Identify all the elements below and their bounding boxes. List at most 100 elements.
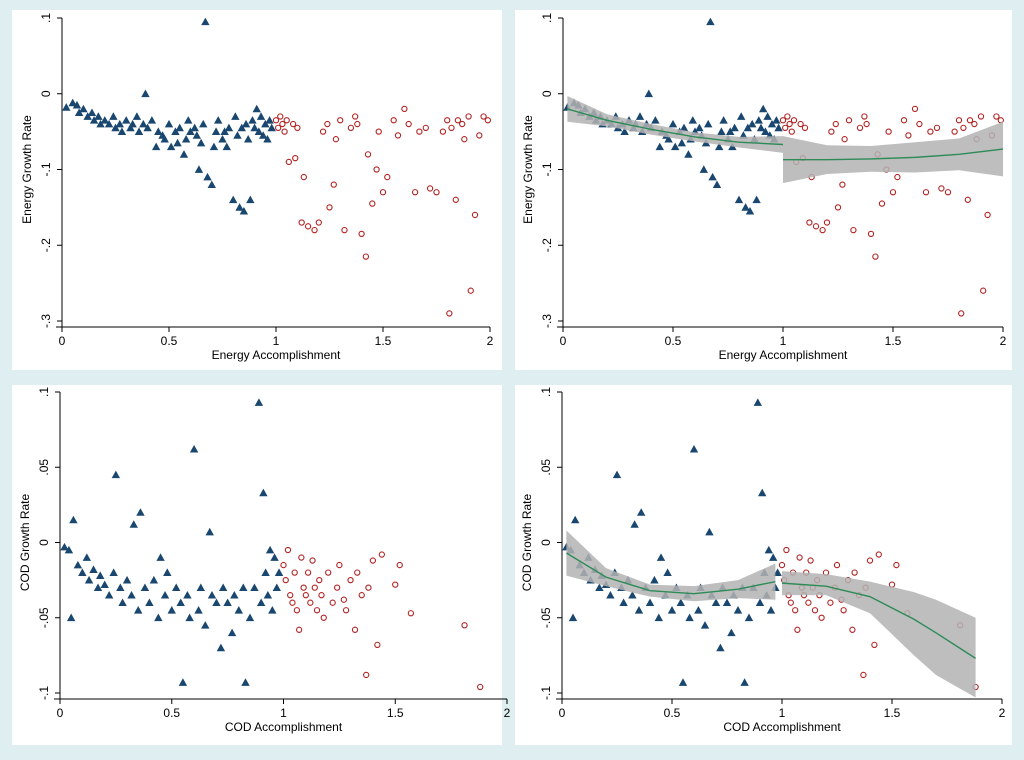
data-point-circle: [354, 569, 361, 576]
data-point-triangle: [139, 119, 148, 128]
data-point-circle: [411, 189, 419, 196]
data-point-triangle: [656, 553, 666, 561]
data-point-circle: [872, 253, 879, 260]
data-point-triangle: [745, 206, 755, 215]
data-point-triangle: [171, 127, 180, 135]
data-point-circle: [805, 599, 812, 606]
data-point-circle: [330, 181, 337, 188]
data-point-triangle: [651, 116, 660, 124]
y-axis-title: COD Growth Rate: [520, 493, 534, 591]
y-tick-label: .05: [37, 459, 51, 476]
data-point-circle: [433, 189, 440, 196]
y-axis-title: Energy Growth Rate: [20, 115, 34, 224]
data-point-triangle: [218, 583, 228, 592]
x-tick-label: 0.5: [665, 334, 682, 348]
x-tick-label: 0: [57, 706, 64, 720]
data-point-triangle: [761, 127, 770, 135]
data-point-circle: [287, 592, 294, 599]
x-tick-label: 0: [559, 706, 566, 720]
data-point-triangle: [209, 142, 219, 151]
data-point-circle: [374, 641, 381, 648]
data-point-triangle: [700, 621, 710, 629]
data-point-circle: [977, 113, 985, 120]
data-point-circle: [365, 584, 372, 591]
y-tick-label: -.05: [539, 607, 553, 628]
data-point-triangle: [178, 678, 188, 686]
data-point-circle: [828, 128, 835, 135]
data-point-circle: [476, 132, 483, 139]
data-point-circle: [337, 117, 344, 124]
data-point-circle: [916, 120, 923, 128]
x-tick-label: 0.5: [664, 706, 681, 720]
data-point-circle: [329, 599, 336, 606]
data-point-triangle: [172, 583, 181, 592]
y-tick-label: 0: [37, 539, 51, 546]
data-point-triangle: [679, 123, 689, 132]
data-point-circle: [944, 189, 952, 196]
data-point-triangle: [145, 598, 154, 607]
data-point-circle: [289, 599, 296, 606]
data-point-triangle: [274, 568, 284, 576]
data-point-circle: [378, 551, 385, 558]
data-point-circle: [351, 626, 359, 633]
data-point-circle: [326, 204, 333, 211]
data-point-circle: [778, 561, 786, 569]
data-point-circle: [363, 671, 370, 679]
data-point-circle: [336, 561, 343, 569]
data-point-circle: [279, 120, 286, 128]
data-point-circle: [819, 226, 826, 234]
data-point-circle: [352, 113, 359, 120]
chart-panel-top-left: 0 0.5 1 1.5 2 -.3 -.2 -.1 0 .1 Energy Accomplishme…: [12, 10, 502, 370]
panel-background: [515, 10, 1012, 370]
data-point-triangle: [250, 123, 259, 132]
y-tick-label: -.05: [37, 607, 51, 628]
data-point-circle: [313, 607, 321, 614]
data-point-triangle: [74, 108, 84, 117]
data-point-circle: [294, 124, 301, 131]
data-point-triangle: [111, 123, 120, 132]
data-point-circle: [471, 211, 479, 219]
data-point-circle: [955, 117, 963, 124]
data-point-triangle: [254, 398, 264, 406]
y-tick-label: 0: [539, 539, 553, 546]
data-point-triangle: [254, 127, 264, 135]
data-point-circle: [300, 173, 307, 181]
data-point-circle: [894, 173, 901, 181]
data-point-triangle: [223, 598, 232, 607]
y-tick-label: .1: [39, 13, 53, 23]
data-point-triangle: [239, 583, 248, 592]
data-point-triangle: [212, 598, 221, 607]
data-point-circle: [779, 117, 787, 124]
data-point-triangle: [716, 643, 725, 652]
data-point-triangle: [94, 112, 103, 120]
data-point-triangle: [214, 116, 223, 124]
data-point-triangle: [89, 116, 99, 124]
data-point-triangle: [227, 628, 237, 637]
data-point-triangle: [154, 613, 163, 622]
data-point-triangle: [154, 127, 163, 135]
data-point-circle: [856, 124, 864, 131]
data-point-circle: [304, 223, 312, 230]
chart-panel-bottom-right: 0 0.5 1 1.5 2 -.1 -.05 0 .05 .1 COD Accomplishment…: [515, 385, 1012, 745]
data-point-triangle: [743, 123, 752, 132]
data-point-circle: [958, 310, 965, 317]
data-point-triangle: [261, 568, 270, 576]
data-point-triangle: [270, 553, 279, 561]
data-point-circle: [845, 117, 853, 124]
data-point-circle: [295, 626, 303, 633]
data-point-triangle: [715, 142, 724, 151]
data-point-circle: [291, 569, 298, 576]
data-point-circle: [422, 124, 429, 131]
data-point-triangle: [733, 606, 743, 614]
data-point-triangle: [685, 613, 694, 622]
data-point-triangle: [116, 583, 125, 592]
data-point-circle: [834, 204, 842, 211]
x-tick-label: 1: [779, 706, 786, 720]
data-point-circle: [938, 185, 945, 192]
data-point-triangle: [268, 606, 277, 614]
data-point-circle: [993, 113, 1000, 120]
data-point-triangle: [194, 165, 204, 173]
data-point-triangle: [233, 131, 242, 139]
x-tick-label: 1: [780, 334, 787, 348]
data-point-triangle: [754, 116, 763, 124]
